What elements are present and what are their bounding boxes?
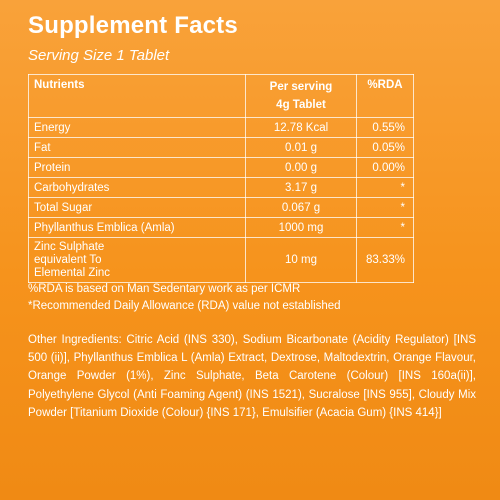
table-row: Total Sugar 0.067 g *	[28, 197, 414, 218]
nutrient-name: Total Sugar	[28, 197, 246, 218]
table-header-row: Nutrients Per serving 4g Tablet %RDA	[28, 74, 414, 118]
header-per-serving: Per serving 4g Tablet	[245, 74, 357, 118]
header-rda: %RDA	[356, 74, 414, 118]
nutrient-rda: 0.05%	[356, 137, 414, 158]
nutrient-name: Phyllanthus Emblica (Amla)	[28, 217, 246, 238]
nutrient-amount: 0.00 g	[245, 157, 357, 178]
table-row: Carbohydrates 3.17 g *	[28, 177, 414, 198]
footnote-rda-basis: %RDA is based on Man Sedentary work as p…	[28, 283, 301, 295]
nutrient-rda: *	[356, 217, 414, 238]
header-per-serving-line1: Per serving	[269, 81, 333, 93]
footnote-rda-not-established: *Recommended Daily Allowance (RDA) value…	[28, 300, 341, 312]
nutrient-amount: 3.17 g	[245, 177, 357, 198]
page-title: Supplement Facts	[28, 12, 238, 39]
header-per-serving-line2: 4g Tablet	[276, 99, 326, 111]
nutrient-amount: 10 mg	[245, 237, 357, 283]
zinc-name-line3: Elemental Zinc	[34, 266, 111, 279]
nutrient-name: Protein	[28, 157, 246, 178]
nutrient-name: Energy	[28, 117, 246, 138]
table-row: Fat 0.01 g 0.05%	[28, 137, 414, 158]
nutrient-name: Fat	[28, 137, 246, 158]
nutrient-rda: *	[356, 197, 414, 218]
table-row: Protein 0.00 g 0.00%	[28, 157, 414, 178]
nutrient-amount: 12.78 Kcal	[245, 117, 357, 138]
table-row: Phyllanthus Emblica (Amla) 1000 mg *	[28, 217, 414, 238]
serving-size: Serving Size 1 Tablet	[28, 47, 170, 64]
footnotes: %RDA is based on Man Sedentary work as p…	[28, 281, 448, 315]
nutrient-rda: 0.00%	[356, 157, 414, 178]
nutrient-name-zinc: Zinc Sulphate equivalent To Elemental Zi…	[28, 237, 246, 283]
header-nutrients: Nutrients	[28, 74, 246, 118]
nutrient-amount: 1000 mg	[245, 217, 357, 238]
nutrient-amount: 0.01 g	[245, 137, 357, 158]
other-ingredients: Other Ingredients: Citric Acid (INS 330)…	[28, 334, 476, 419]
nutrient-rda: 83.33%	[356, 237, 414, 283]
nutrient-rda: *	[356, 177, 414, 198]
supplement-facts-table: Nutrients Per serving 4g Tablet %RDA Ene…	[28, 74, 414, 283]
table-row: Energy 12.78 Kcal 0.55%	[28, 117, 414, 138]
zinc-name-line2: equivalent To	[34, 253, 102, 266]
nutrient-name: Carbohydrates	[28, 177, 246, 198]
nutrient-amount: 0.067 g	[245, 197, 357, 218]
nutrient-rda: 0.55%	[356, 117, 414, 138]
table-row-zinc: Zinc Sulphate equivalent To Elemental Zi…	[28, 237, 414, 283]
zinc-name-line1: Zinc Sulphate	[34, 240, 105, 253]
